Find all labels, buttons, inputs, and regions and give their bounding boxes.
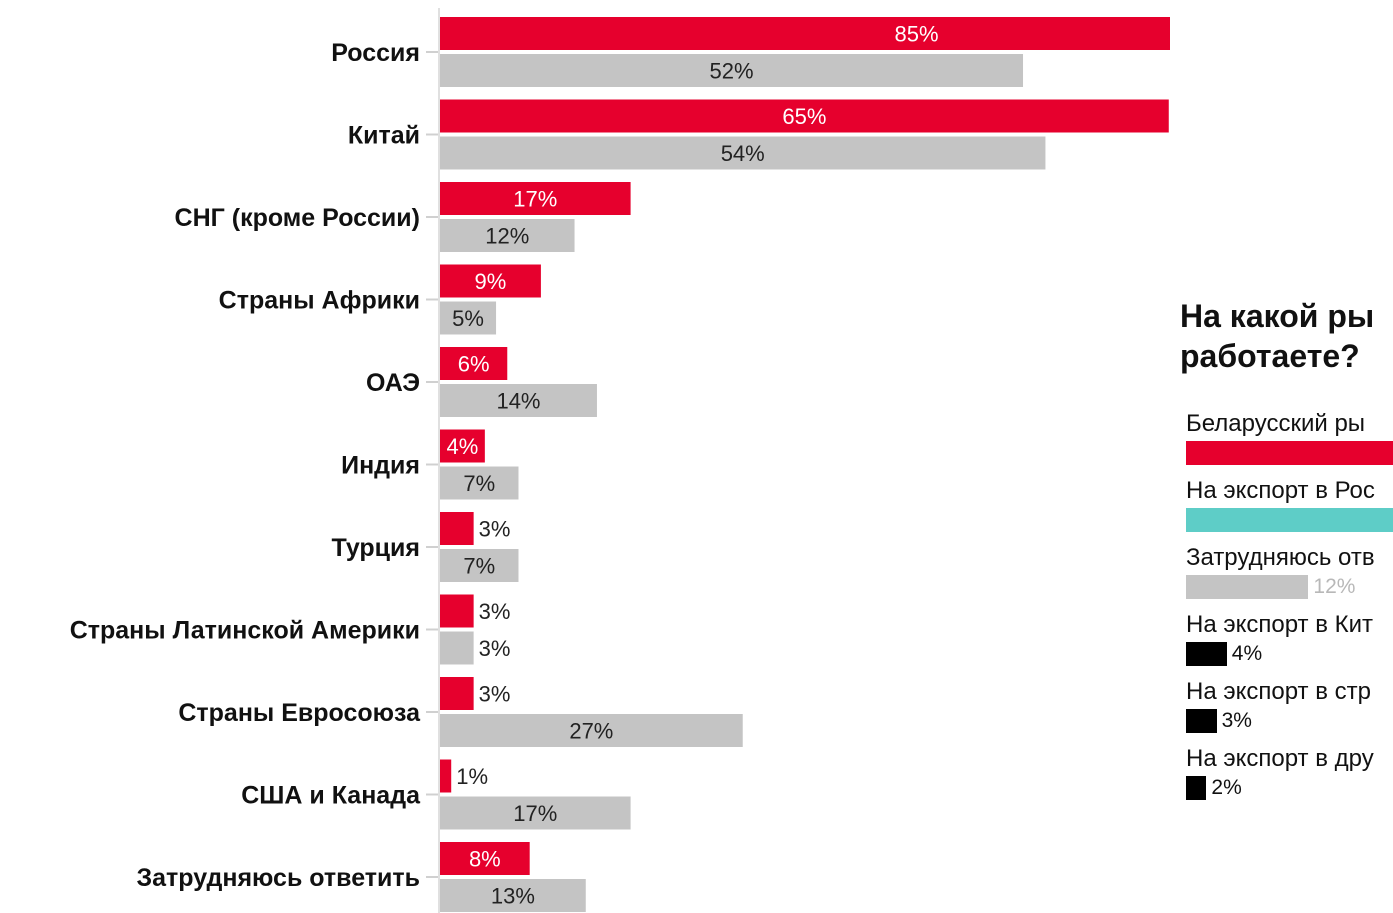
- bar-series-1: [440, 17, 1170, 50]
- bar-series-2: [440, 549, 519, 582]
- value-label: 1%: [456, 764, 488, 789]
- value-label: 3%: [479, 599, 511, 624]
- value-label: 52%: [709, 59, 753, 84]
- bar-series-1: [440, 759, 452, 793]
- side-chart-value-label: 4%: [1231, 642, 1263, 665]
- value-label: 85%: [894, 22, 938, 47]
- bar-series-1: [440, 677, 474, 710]
- bar-series-2: [440, 631, 474, 665]
- category-label: Затрудняюсь ответить: [136, 864, 420, 892]
- bar-series-2: [440, 714, 743, 747]
- value-label: 3%: [479, 682, 511, 707]
- side-chart-items: Беларусский ры На экспорт в Рос Затрудняюс…: [1180, 410, 1393, 812]
- value-label: 9%: [475, 269, 507, 294]
- side-chart-item: На экспорт в стр 3%: [1180, 678, 1393, 745]
- side-chart-item-label: Беларусский ры: [1186, 410, 1366, 437]
- value-label: 4%: [447, 434, 479, 459]
- bar-series-1: [440, 842, 530, 875]
- value-label: 7%: [463, 471, 495, 496]
- main-bar-chart: Россия 85% 52% Китай 65% 54% СНГ (кроме России…: [70, 8, 1170, 913]
- category-label: ОАЭ: [366, 369, 420, 397]
- bar-series-2: [440, 54, 1024, 87]
- bar-series-2: [440, 136, 1046, 170]
- side-chart-item-label: На экспорт в дру: [1186, 745, 1374, 772]
- bar-series-2: [440, 301, 497, 335]
- bar-series-1: [440, 594, 474, 628]
- category-label: США и Канада: [241, 782, 421, 810]
- value-label: 3%: [479, 517, 511, 542]
- side-chart-item: На экспорт в Кит 4%: [1180, 611, 1393, 678]
- side-chart-bar: [1186, 776, 1207, 800]
- side-chart-item-label: На экспорт в Рос: [1186, 477, 1375, 504]
- bar-series-1: [440, 99, 1169, 133]
- value-label: 5%: [452, 306, 484, 331]
- value-label: 13%: [491, 884, 535, 909]
- side-chart-item-label: На экспорт в стр: [1186, 678, 1371, 705]
- bar-series-2: [440, 796, 631, 830]
- category-label: Россия: [331, 39, 420, 67]
- side-chart-item: На экспорт в Рос: [1180, 477, 1393, 544]
- side-chart-bar: [1186, 508, 1393, 532]
- bar-series-2: [440, 466, 519, 500]
- side-chart-item-label: На экспорт в Кит: [1186, 611, 1373, 638]
- side-chart-bar: [1186, 441, 1393, 465]
- category-label: Индия: [341, 452, 420, 480]
- side-chart-value-label: 12%: [1313, 575, 1356, 598]
- value-label: 17%: [513, 801, 557, 826]
- category-label: Страны Евросоюза: [178, 699, 421, 727]
- side-chart-bar: [1186, 575, 1309, 599]
- side-chart-bar: [1186, 642, 1227, 666]
- category-label: СНГ (кроме России): [175, 204, 420, 232]
- category-label: Китай: [348, 122, 420, 150]
- category-label: Страны Латинской Америки: [70, 617, 420, 645]
- side-chart-item: На экспорт в дру 2%: [1180, 745, 1393, 812]
- side-chart-title-line-1: На какой ры: [1180, 298, 1375, 334]
- bar-series-1: [440, 264, 541, 298]
- side-chart-title: На какой ры работаете?: [1180, 296, 1393, 376]
- value-label: 3%: [479, 636, 511, 661]
- bar-series-1: [440, 347, 508, 380]
- bar-series-2: [440, 879, 586, 912]
- side-chart-value-label: 2%: [1211, 776, 1242, 799]
- side-chart-title-line-2: работаете?: [1180, 338, 1360, 374]
- value-label: 12%: [485, 224, 529, 249]
- bar-series-1: [440, 429, 485, 463]
- value-label: 6%: [458, 352, 490, 377]
- value-label: 65%: [782, 104, 826, 129]
- value-label: 8%: [469, 847, 501, 872]
- value-label: 54%: [721, 141, 765, 166]
- side-chart-item: Беларусский ры: [1180, 410, 1393, 477]
- bar-series-1: [440, 182, 631, 215]
- side-chart-value-label: 3%: [1221, 709, 1252, 732]
- side-bar-chart: На какой ры работаете? Беларусский ры На …: [1180, 296, 1393, 816]
- category-label: Турция: [332, 534, 421, 562]
- value-label: 17%: [513, 187, 557, 212]
- value-label: 14%: [496, 389, 540, 414]
- value-label: 27%: [569, 719, 613, 744]
- category-label: Страны Африки: [219, 287, 420, 315]
- side-chart-item: Затрудняюсь отв 12%: [1180, 544, 1393, 611]
- bar-series-2: [440, 384, 597, 417]
- bar-series-1: [440, 512, 474, 545]
- side-chart-bar: [1186, 709, 1217, 733]
- bar-series-2: [440, 219, 575, 252]
- value-label: 7%: [463, 554, 495, 579]
- side-chart-item-label: Затрудняюсь отв: [1186, 544, 1375, 571]
